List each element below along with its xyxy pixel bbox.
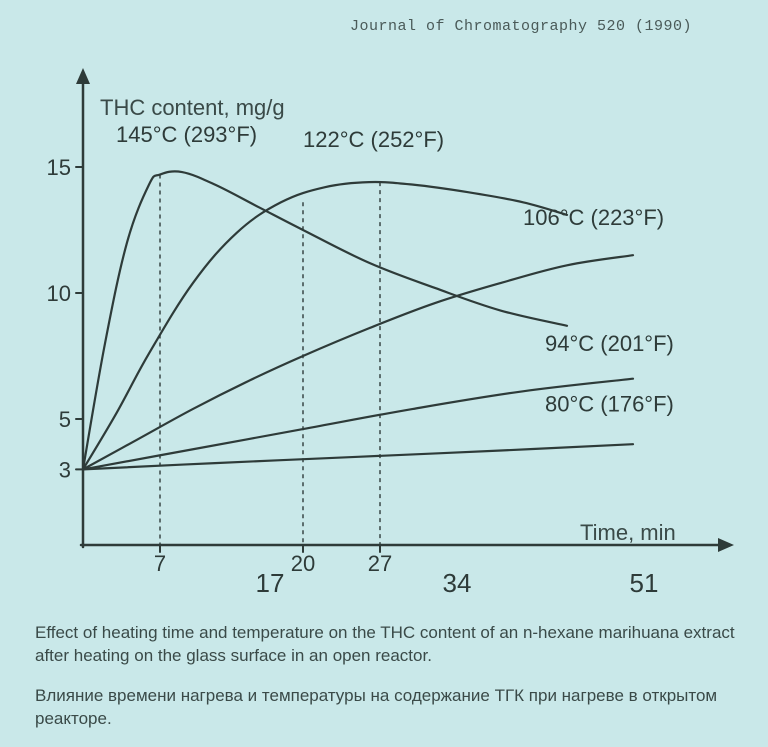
series-label: 122°C (252°F) [303, 127, 444, 152]
svg-text:17: 17 [256, 568, 285, 598]
thc-chart: 3 5 10 15 7 20 27 17 34 51 145°C (293°F) 122°C (2… [20, 60, 750, 600]
series-label: 94°C (201°F) [545, 331, 674, 356]
chart-xticks: 7 20 27 17 34 51 [154, 545, 659, 598]
series-line [83, 182, 567, 469]
chart-yticks: 3 5 10 15 [47, 155, 83, 482]
svg-text:15: 15 [47, 155, 71, 180]
svg-text:51: 51 [630, 568, 659, 598]
svg-text:7: 7 [154, 551, 166, 576]
svg-text:20: 20 [291, 551, 315, 576]
svg-text:5: 5 [59, 407, 71, 432]
series-label: 145°C (293°F) [116, 122, 257, 147]
journal-header: Journal of Chromatography 520 (1990) [350, 18, 692, 35]
series-line [83, 255, 633, 469]
y-axis-title: THC content, mg/g [100, 95, 285, 121]
series-line [83, 444, 633, 469]
page-root: Journal of Chromatography 520 (1990) 351… [0, 0, 768, 747]
svg-text:3: 3 [59, 457, 71, 482]
caption-russian: Влияние времени нагрева и температуры на… [35, 685, 735, 731]
chart-guides [160, 175, 380, 545]
series-label: 80°C (176°F) [545, 391, 674, 416]
svg-text:34: 34 [443, 568, 472, 598]
chart-labels: 145°C (293°F) 122°C (252°F) 106°C (223°F) 9… [116, 122, 674, 417]
x-axis-title: Time, min [580, 520, 676, 546]
svg-text:27: 27 [368, 551, 392, 576]
caption-english: Effect of heating time and temperature o… [35, 622, 735, 668]
series-label: 106°C (223°F) [523, 205, 664, 230]
svg-text:10: 10 [47, 281, 71, 306]
